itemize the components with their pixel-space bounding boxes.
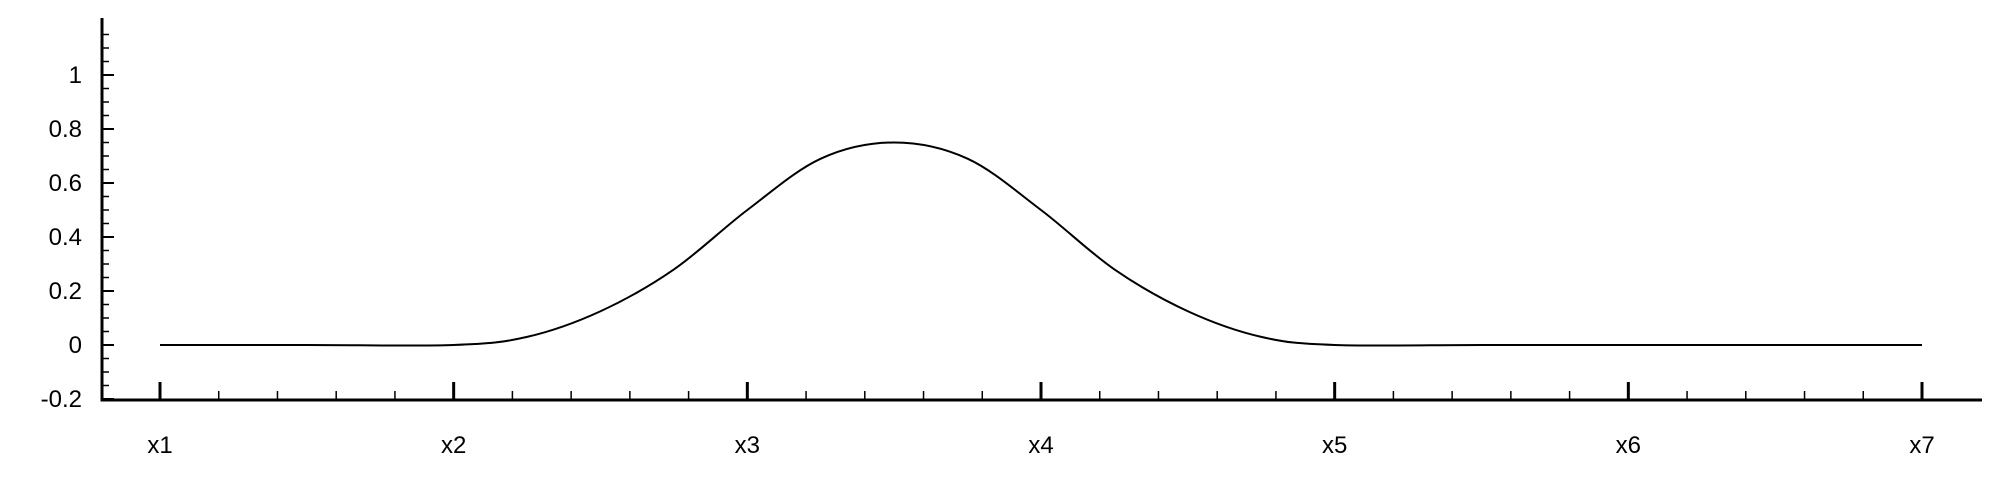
x-tick-label: x3: [735, 432, 760, 459]
y-tick-label: 0.2: [49, 278, 82, 305]
y-tick-label: 0.4: [49, 224, 82, 251]
x-ticks: x1 x2 x3 x4 x5 x6 x7: [147, 382, 1935, 459]
y-tick-label: 0.6: [49, 170, 82, 197]
x-tick-label: x4: [1028, 432, 1053, 459]
x-tick-label: x2: [441, 432, 466, 459]
y-tick-label: 0.8: [49, 116, 82, 143]
x-tick-label: x1: [147, 432, 172, 459]
y-tick-label: 1: [69, 62, 82, 89]
series: [159, 141, 1922, 347]
y-tick-label: -0.2: [41, 386, 82, 413]
x-tick-label: x7: [1909, 432, 1934, 459]
x-tick-label: x6: [1616, 432, 1641, 459]
series-line: [159, 141, 1922, 347]
x-tick-label: x5: [1322, 432, 1347, 459]
y-ticks: -0.2 0 0.2 0.4 0.6 0.8 1: [41, 33, 114, 413]
y-tick-label: 0: [69, 332, 82, 359]
